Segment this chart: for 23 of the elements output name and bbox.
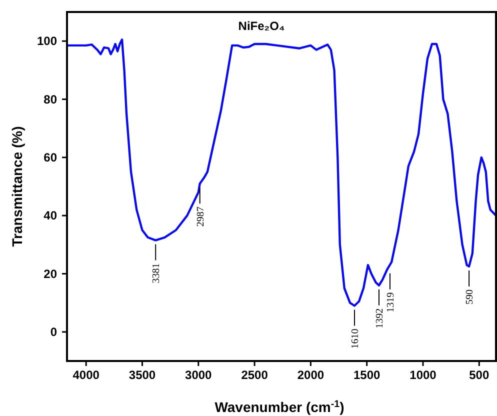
x-tick-label: 4000	[72, 368, 100, 382]
x-tick-label: 3000	[185, 368, 212, 382]
y-tick-label: 100	[36, 34, 58, 48]
y-axis-title: Transmittance (%)	[9, 126, 25, 247]
x-tick-label: 1000	[410, 368, 437, 382]
annotation: 3381	[151, 263, 162, 284]
y-tick-label: 60	[44, 150, 58, 164]
y-tick-label: 20	[44, 266, 58, 281]
x-tick-label: 1500	[354, 368, 381, 382]
text: NiFe₂O₄	[238, 19, 285, 33]
x-tick-label: 3500	[128, 368, 156, 382]
annotation: 1319	[385, 292, 396, 312]
y-tick-label: 80	[44, 92, 58, 106]
y-tick-label: 40	[44, 208, 58, 223]
x-axis-title: Wavenumber (cm$^{-1}$)	[214, 398, 344, 415]
annotation: 590	[464, 289, 476, 304]
y-tick-label: 0	[50, 324, 58, 339]
annotation: 2987	[195, 206, 206, 227]
x-tick-label: 2000	[297, 368, 324, 382]
annotation: 1392	[374, 308, 386, 328]
x-tick-label: 2500	[241, 368, 268, 382]
x-tick-label: 500	[469, 368, 490, 382]
annotation: 1610	[350, 328, 361, 349]
